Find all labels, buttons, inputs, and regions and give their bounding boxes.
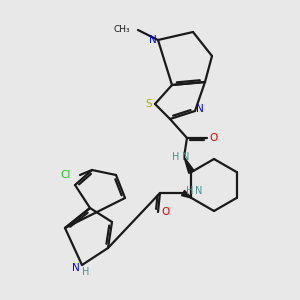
- Polygon shape: [182, 190, 191, 198]
- Text: N: N: [182, 152, 190, 162]
- Polygon shape: [184, 157, 194, 173]
- Text: H: H: [172, 152, 180, 162]
- Text: N: N: [196, 104, 204, 114]
- Text: O: O: [161, 207, 169, 217]
- Text: N: N: [195, 186, 203, 196]
- Text: S: S: [146, 99, 152, 109]
- Text: N: N: [72, 263, 80, 273]
- Text: N: N: [149, 35, 157, 45]
- Text: H: H: [186, 186, 194, 196]
- Text: O: O: [210, 133, 218, 143]
- Text: CH₃: CH₃: [113, 25, 130, 34]
- Text: H: H: [82, 267, 90, 277]
- Text: Cl: Cl: [61, 170, 71, 180]
